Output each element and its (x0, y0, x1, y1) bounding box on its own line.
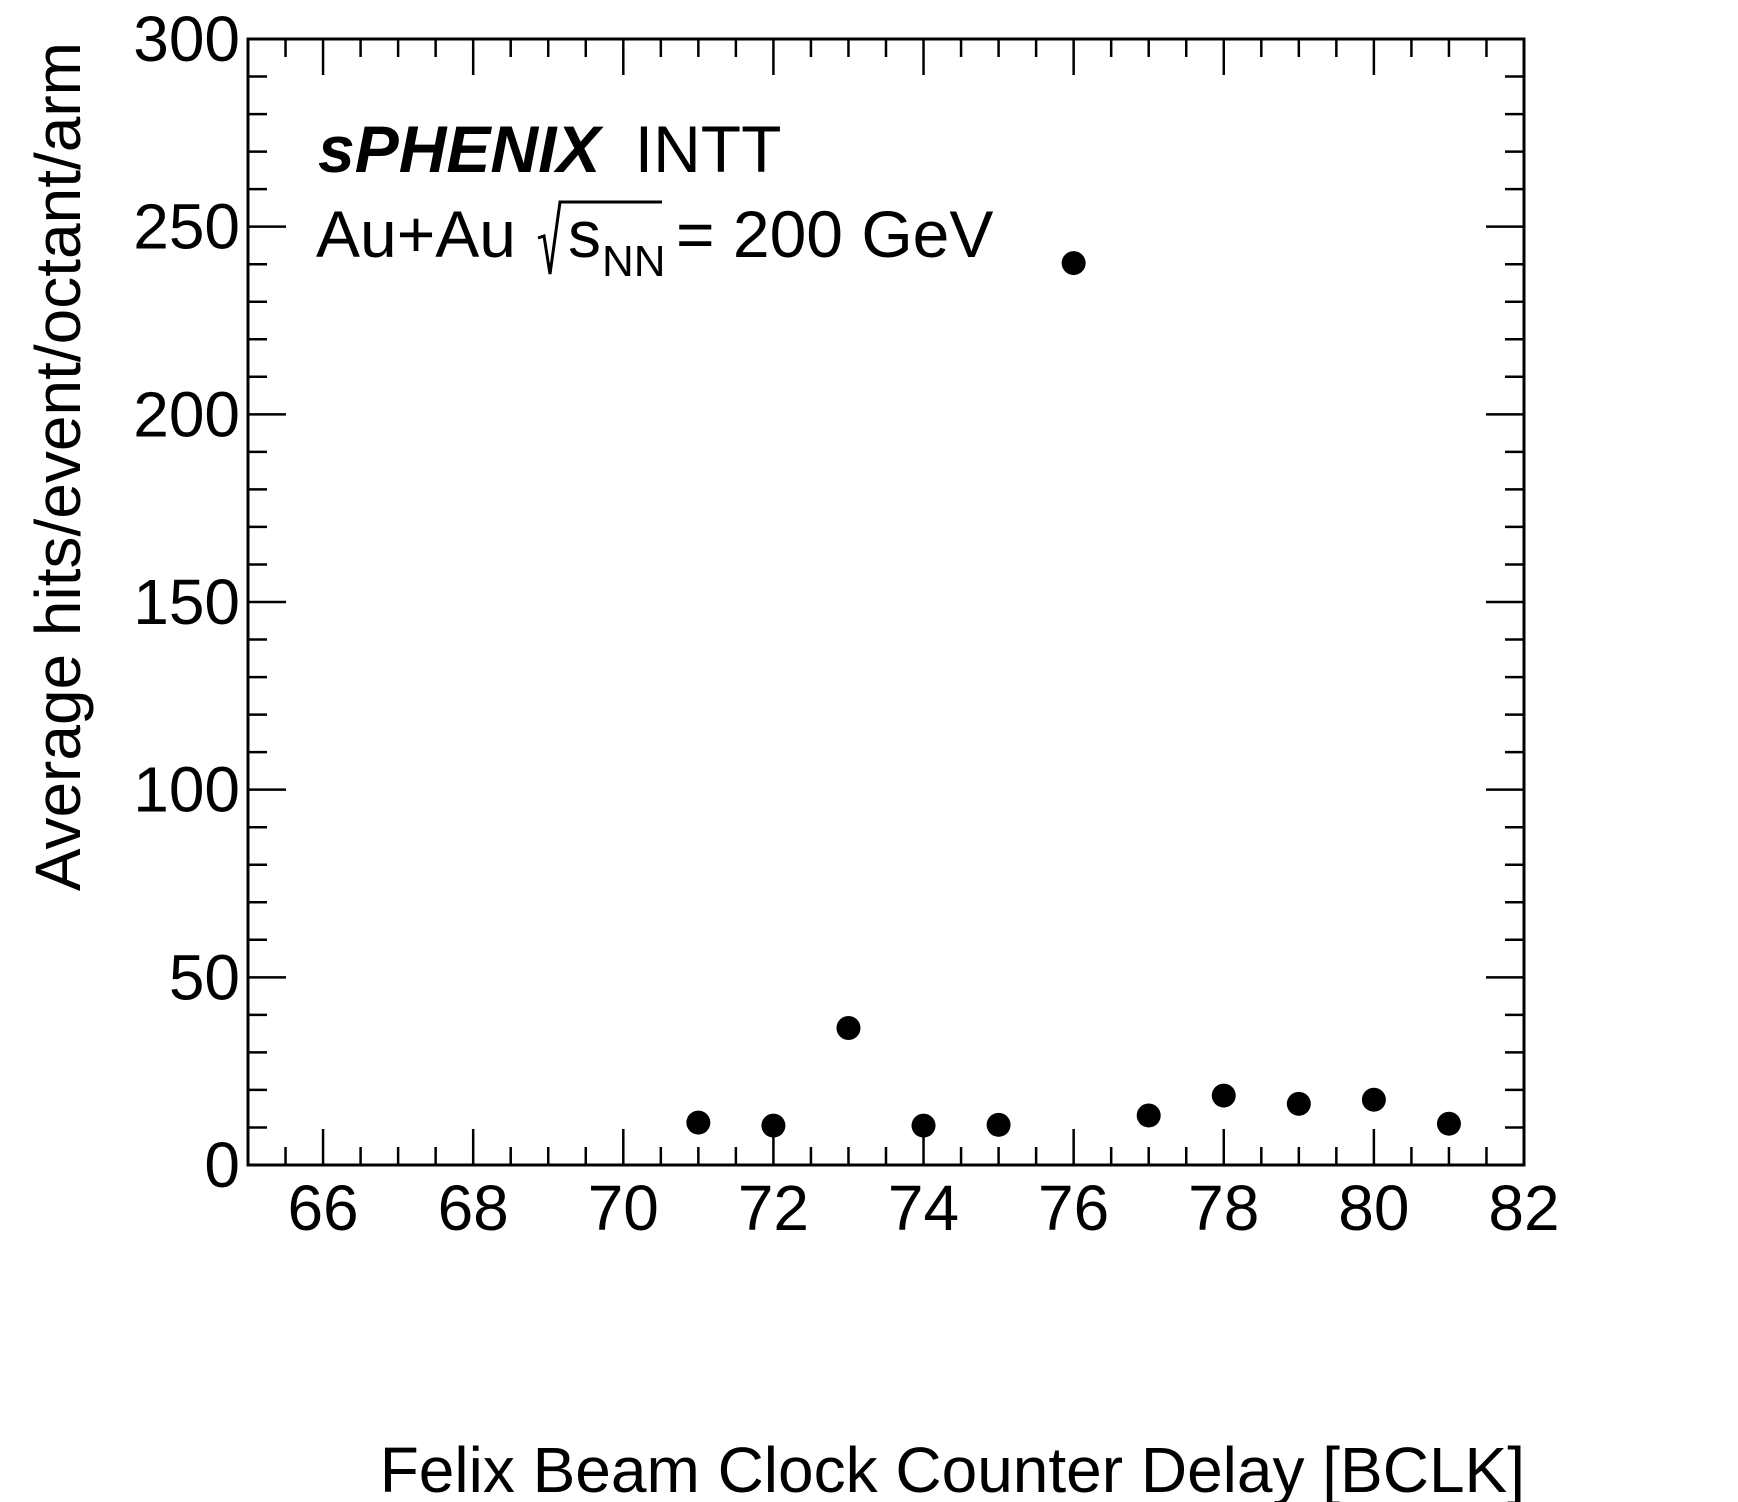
y-tick-label: 250 (133, 191, 240, 263)
energy-value: = 200 GeV (676, 197, 993, 271)
data-point (1436, 1111, 1461, 1136)
energy-symbol: s (568, 197, 601, 271)
energy-subscript: NN (602, 237, 666, 286)
data-point (1361, 1087, 1386, 1112)
data-point (986, 1112, 1011, 1137)
x-axis-title: Felix Beam Clock Counter Delay [BCLK] (380, 1434, 1525, 1502)
data-point (836, 1016, 861, 1041)
y-tick-label: 300 (133, 3, 240, 75)
experiment-label: sPHENIX INTT (318, 112, 781, 186)
x-tick-label: 76 (1038, 1172, 1109, 1244)
x-tick-label: 78 (1188, 1172, 1259, 1244)
data-point (1286, 1091, 1311, 1116)
y-axis-title: Average hits/event/octant/arm (22, 42, 94, 891)
y-tick-label: 0 (204, 1129, 240, 1201)
data-point (761, 1113, 786, 1138)
data-point (1136, 1103, 1161, 1128)
data-point (1211, 1083, 1236, 1108)
y-tick-label: 100 (133, 754, 240, 826)
x-tick-label: 72 (738, 1172, 809, 1244)
x-tick-label: 66 (287, 1172, 358, 1244)
x-tick-label: 80 (1338, 1172, 1409, 1244)
plot-frame (246, 37, 1526, 1167)
y-tick-label: 200 (133, 378, 240, 450)
axis-tick-labels: 66 68 70 72 74 76 78 80 82 0 50 100 150 200 250 300 (133, 3, 1559, 1244)
axis-ticks (246, 37, 1526, 1167)
data-points (686, 251, 1461, 1138)
data-point (686, 1110, 711, 1135)
experiment-name: sPHENIX (318, 112, 604, 186)
data-point (1061, 251, 1086, 276)
data-point (911, 1113, 936, 1138)
sqrt-sign (537, 200, 662, 275)
x-tick-label: 70 (588, 1172, 659, 1244)
y-tick-label: 150 (133, 566, 240, 638)
annotation-block: sPHENIX INTT Au+Au s NN = 200 GeV (316, 112, 993, 286)
x-tick-label: 82 (1488, 1172, 1559, 1244)
y-tick-label: 50 (169, 941, 240, 1013)
detector-name: INTT (635, 112, 782, 186)
collision-label: Au+Au (316, 197, 516, 271)
x-tick-label: 74 (888, 1172, 959, 1244)
x-tick-label: 68 (438, 1172, 509, 1244)
